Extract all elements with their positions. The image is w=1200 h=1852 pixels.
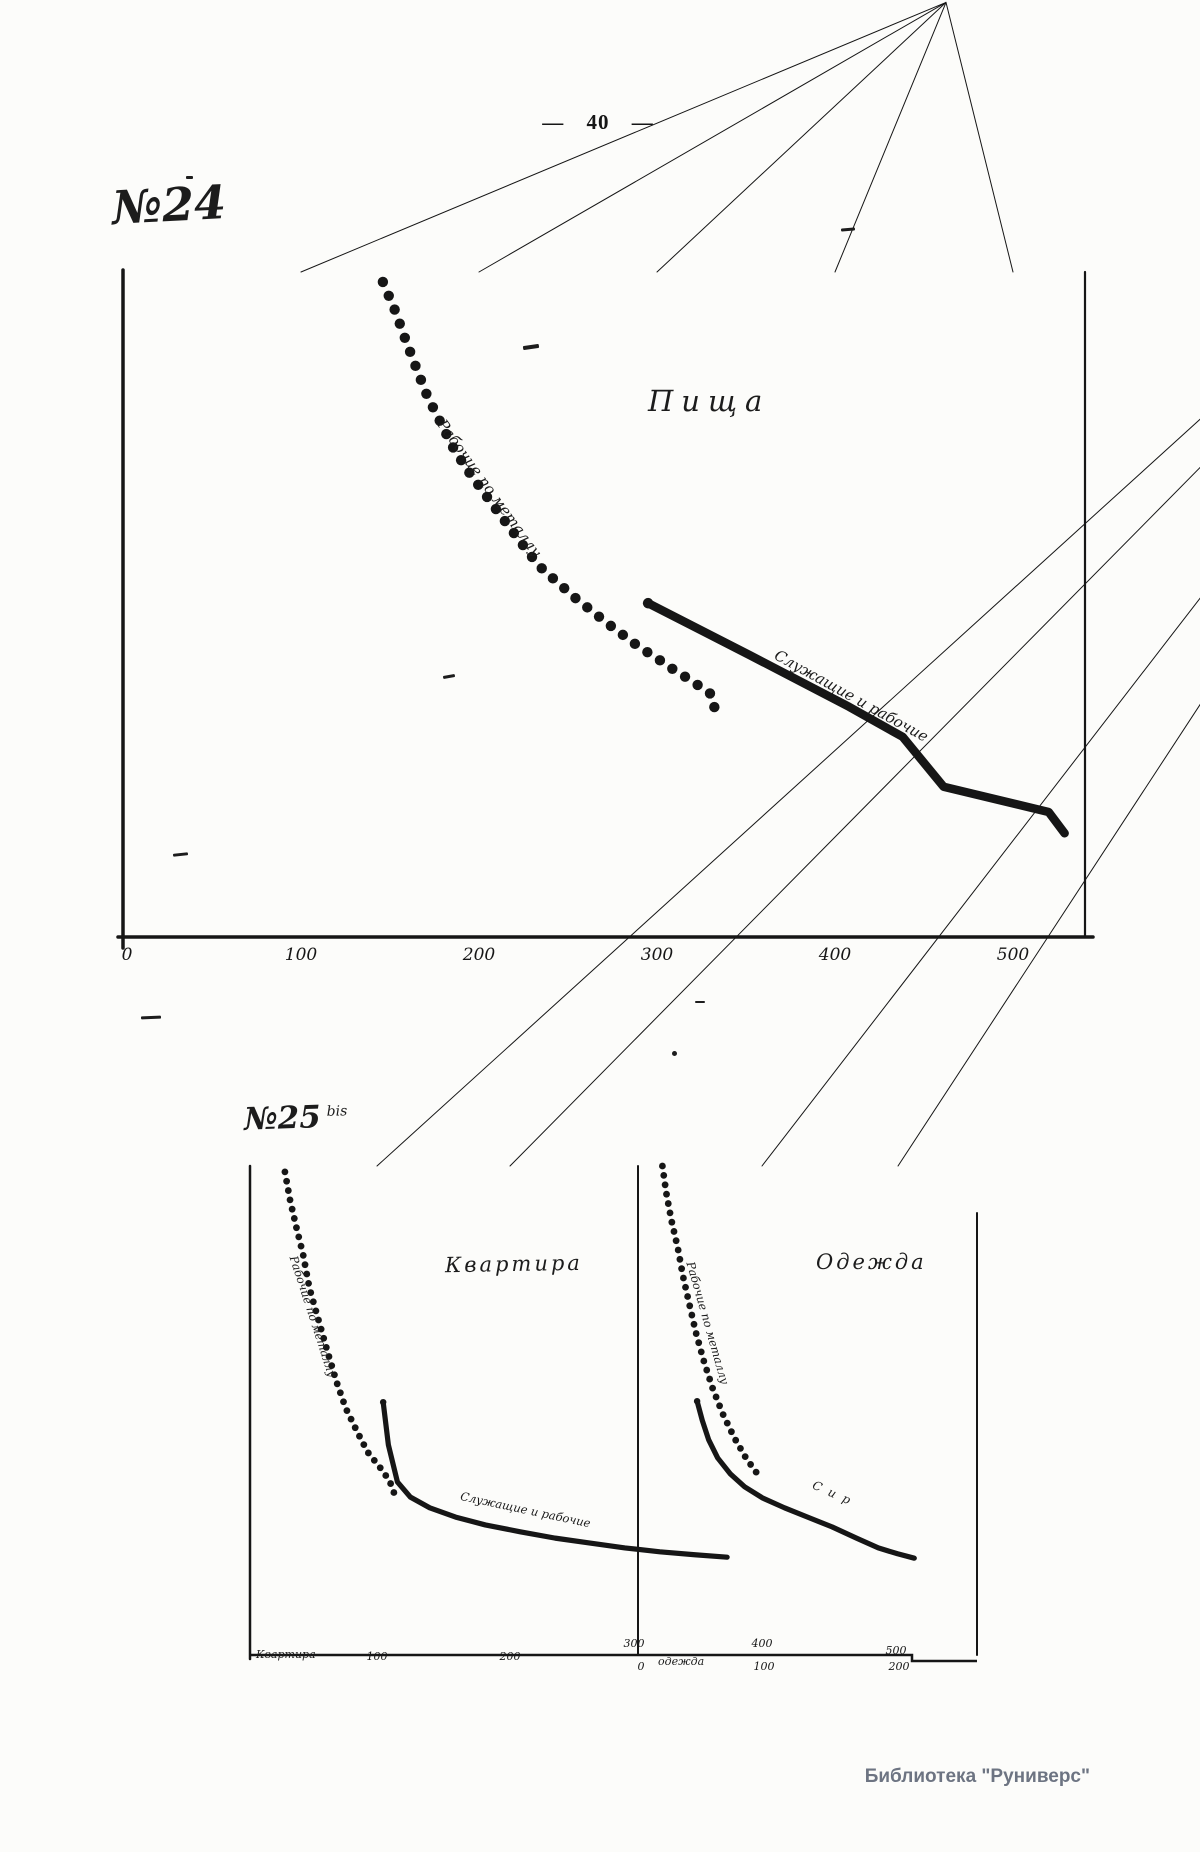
figure-24-label: №24 (110, 175, 228, 235)
fig25-clothing-scale-tick-label: 200 (888, 1660, 910, 1673)
fig25-housing-dotted-series-metal-workers (281, 1168, 398, 1496)
3 8 (376, 418, 1200, 1167)
fig25-housing-solid-series-employees-workers (380, 1399, 730, 1560)
3 8 (761, 597, 1200, 1167)
fig24-x-tick-label: 400 (818, 945, 852, 965)
fig25-clothing-dotted-series-metal-workers (659, 1162, 760, 1476)
fig24-x-tick-label: 0 (122, 945, 133, 965)
fig24-dotted-series-metal-workers (377, 276, 720, 713)
3 8 (897, 703, 1200, 1167)
scan-artifact (695, 1001, 705, 1003)
fig25-housing-scale-tick-label: 500 (886, 1644, 907, 1657)
fig24-solid-series-employees-workers-start-blob (642, 597, 654, 609)
fig24-x-tick-label: 200 (462, 945, 496, 965)
scan-artifact (186, 176, 193, 179)
3 10 (945, 1, 1014, 273)
panel-title-clothing: Одежда (816, 1250, 927, 1274)
fig25-x-axis (250, 1653, 977, 1663)
panel-title-housing: Квартира (444, 1250, 584, 1278)
3 8 (509, 466, 1200, 1167)
axis-caption-housing: Квартира (256, 1648, 316, 1661)
fig24-x-tick-label: 100 (285, 945, 318, 965)
3 10 (834, 1, 947, 273)
figure-25-label: №25 bis (243, 1098, 348, 1138)
fig24-x-tick-label: 500 (997, 945, 1030, 965)
fig25-clothing-scale-tick-label: 0 (638, 1660, 645, 1673)
fig25-housing-solid-series-employees-workers-start-blob (379, 1398, 387, 1406)
watermark-runivers: Библиотека "Руниверс" (864, 1766, 1090, 1787)
figure-25-number: №25 (243, 1099, 322, 1138)
page-number: — 40 — (542, 110, 654, 134)
figure-24-title: Пища (648, 384, 771, 418)
axis-caption-clothing: одежда (658, 1655, 705, 1668)
fig25-housing-scale-tick-label: 100 (367, 1650, 388, 1663)
3 10 (300, 1, 947, 273)
fig24-x-tick-label: 300 (641, 945, 674, 965)
fig25-housing-scale-tick-label: 200 (499, 1650, 521, 1663)
3 10 (478, 1, 947, 273)
fig25-housing-scale-tick-label: 400 (751, 1637, 773, 1650)
fig24-solid-series-employees-workers (643, 598, 1069, 838)
fig25-clothing-solid-series-employees-workers (694, 1398, 917, 1561)
fig25-housing-scale-tick-label: 300 (624, 1637, 645, 1650)
figure-25-label-suffix: bis (326, 1102, 348, 1120)
scan-artifact (672, 1051, 677, 1056)
fig25-clothing-scale-tick-label: 100 (754, 1660, 775, 1673)
3 10 (656, 1, 947, 273)
fig25-clothing-solid-series-employees-workers-start-blob (693, 1397, 701, 1405)
